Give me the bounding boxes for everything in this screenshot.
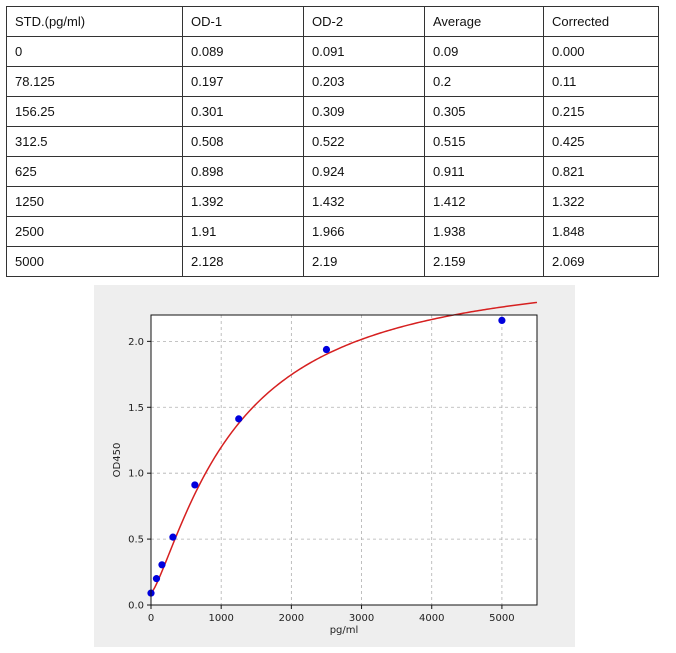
fit-curve-layer <box>150 301 538 594</box>
table-cell: 0.898 <box>182 156 304 187</box>
table-row: 312.5 0.508 0.522 0.515 0.425 <box>6 126 659 157</box>
table-row: 2500 1.91 1.966 1.938 1.848 <box>6 216 659 247</box>
table-cell: 1.848 <box>543 216 659 247</box>
table-row: 625 0.898 0.924 0.911 0.821 <box>6 156 659 187</box>
table-cell: 2.159 <box>424 246 544 277</box>
table-header-cell: Corrected <box>543 6 659 37</box>
table-cell: 1.91 <box>182 216 304 247</box>
plot-area <box>151 315 537 605</box>
table-cell: 78.125 <box>6 66 183 97</box>
table-cell: 2.19 <box>303 246 425 277</box>
table-cell: 0.425 <box>543 126 659 157</box>
table-row: 0 0.089 0.091 0.09 0.000 <box>6 36 659 67</box>
y-tick-label: 1.0 <box>128 469 144 480</box>
table-cell: 0.522 <box>303 126 425 157</box>
table-cell: 0.203 <box>303 66 425 97</box>
table-cell: 0.197 <box>182 66 304 97</box>
table-cell: 0.089 <box>182 36 304 67</box>
table-cell: 0.911 <box>424 156 544 187</box>
y-tick-label: 1.5 <box>128 403 144 414</box>
table-cell: 156.25 <box>6 96 183 127</box>
table-cell: 1.412 <box>424 186 544 217</box>
table-cell: 0.515 <box>424 126 544 157</box>
data-point <box>191 481 199 489</box>
table-cell: 0.508 <box>182 126 304 157</box>
table-cell: 0 <box>6 36 183 67</box>
table-cell: 2.069 <box>543 246 659 277</box>
table-header-cell: STD.(pg/ml) <box>6 6 183 37</box>
table-header-cell: OD-1 <box>182 6 304 37</box>
table-header-cell: OD-2 <box>303 6 425 37</box>
table-header-row: STD.(pg/ml) OD-1 OD-2 Average Corrected <box>6 6 659 37</box>
axis-ticks: 0 1000 2000 3000 4000 5000 0.0 0.5 1.0 1.5 2.0 <box>128 337 515 624</box>
table-cell: 1.938 <box>424 216 544 247</box>
y-axis-label: OD450 <box>112 443 123 478</box>
data-point <box>235 415 243 423</box>
table-cell: 0.11 <box>543 66 659 97</box>
table-row: 78.125 0.197 0.203 0.2 0.11 <box>6 66 659 97</box>
table-cell: 0.305 <box>424 96 544 127</box>
y-tick-label: 0.0 <box>128 601 144 612</box>
standards-table-body: STD.(pg/ml) OD-1 OD-2 Average Corrected 0 0.08… <box>6 6 659 277</box>
table-cell: 0.215 <box>543 96 659 127</box>
data-point <box>158 561 166 569</box>
x-tick-label: 5000 <box>489 613 514 624</box>
table-cell: 0.09 <box>424 36 544 67</box>
table-header-cell: Average <box>424 6 544 37</box>
data-point <box>152 575 161 583</box>
x-tick-label: 1000 <box>208 613 233 624</box>
table-cell: 0.924 <box>303 156 425 187</box>
table-cell: 1250 <box>6 186 183 217</box>
table-row: 156.25 0.301 0.309 0.305 0.215 <box>6 96 659 127</box>
fit-curve <box>150 301 538 594</box>
y-tick-label: 0.5 <box>128 535 144 546</box>
table-cell: 312.5 <box>6 126 183 157</box>
standard-curve-chart: 0 1000 2000 3000 4000 5000 0.0 0.5 1.0 1.5 2.0 pg/… <box>112 301 538 636</box>
standards-table: STD.(pg/ml) OD-1 OD-2 Average Corrected 0 0.08… <box>6 6 659 277</box>
table-cell: 2500 <box>6 216 183 247</box>
y-tick-label: 2.0 <box>128 337 144 348</box>
table-cell: 1.392 <box>182 186 304 217</box>
x-tick-label: 0 <box>148 613 154 624</box>
data-point <box>322 345 331 354</box>
table-cell: 1.322 <box>543 186 659 217</box>
data-point <box>169 533 177 541</box>
plot-frame <box>150 314 538 606</box>
table-cell: 1.432 <box>303 186 425 217</box>
table-cell: 0.000 <box>543 36 659 67</box>
x-tick-label: 3000 <box>349 613 374 624</box>
table-cell: 0.301 <box>182 96 304 127</box>
table-cell: 0.091 <box>303 36 425 67</box>
x-tick-label: 4000 <box>419 613 444 624</box>
table-cell: 625 <box>6 156 183 187</box>
table-cell: 2.128 <box>182 246 304 277</box>
data-points <box>147 316 506 597</box>
table-cell: 0.2 <box>424 66 544 97</box>
table-cell: 0.309 <box>303 96 425 127</box>
data-point <box>498 316 506 325</box>
x-tick-label: 2000 <box>279 613 304 624</box>
table-row: 5000 2.128 2.19 2.159 2.069 <box>6 246 659 277</box>
table-cell: 5000 <box>6 246 183 277</box>
table-cell: 1.966 <box>303 216 425 247</box>
x-axis-label: pg/ml <box>330 625 359 636</box>
table-cell: 0.821 <box>543 156 659 187</box>
table-row: 1250 1.392 1.432 1.412 1.322 <box>6 186 659 217</box>
standard-curve-panel: 0 1000 2000 3000 4000 5000 0.0 0.5 1.0 1.5 2.0 pg/… <box>94 285 575 647</box>
